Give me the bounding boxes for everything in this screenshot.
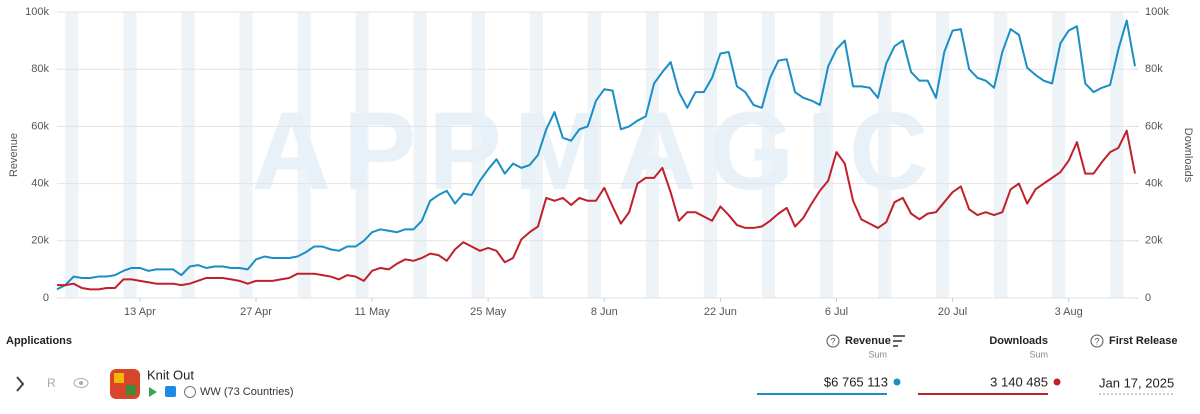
- y2-tick-label: 0: [1145, 292, 1151, 304]
- y2-tick-label: 60k: [1145, 120, 1163, 132]
- x-tick-label: 8 Jun: [591, 306, 618, 318]
- header-revenue-agg: Sum: [868, 349, 887, 359]
- weekend-stripe: [123, 12, 137, 298]
- x-tick-label: 3 Aug: [1055, 306, 1083, 318]
- weekend-stripe: [994, 12, 1008, 298]
- region: WW (73 Countries): [200, 386, 294, 398]
- globe-icon: [184, 386, 196, 398]
- downloads-dot: [1053, 378, 1061, 386]
- header-first-release[interactable]: First Release: [1109, 335, 1177, 347]
- header-applications: Applications: [6, 335, 72, 347]
- help-icon[interactable]: [1090, 334, 1104, 348]
- y2-tick-label: 80k: [1145, 63, 1163, 75]
- weekend-stripe: [761, 12, 776, 298]
- weekend-stripe: [1110, 12, 1124, 298]
- revenue-bar: [757, 393, 887, 395]
- revenue-dot: [893, 378, 901, 386]
- x-tick-label: 6 Jul: [825, 306, 848, 318]
- weekend-stripe: [703, 12, 718, 298]
- x-tick-label: 25 May: [470, 306, 507, 318]
- series-line: [57, 129, 1136, 291]
- x-tick-label: 27 Apr: [240, 306, 272, 318]
- header-downloads-agg: Sum: [1029, 349, 1048, 359]
- weekend-stripe: [471, 12, 485, 298]
- sort-icon[interactable]: [893, 335, 905, 347]
- watermark: APPMAGIC: [252, 90, 941, 213]
- header-revenue[interactable]: Revenue: [845, 335, 891, 347]
- weekend-stripe: [239, 12, 253, 298]
- y2-tick-label: 100k: [1145, 6, 1169, 18]
- badge: R: [47, 376, 56, 390]
- app-store-icon: [165, 386, 176, 397]
- series-line: [56, 19, 1136, 291]
- y-tick-label: 0: [43, 292, 49, 304]
- expand-chevron[interactable]: [16, 376, 25, 392]
- downloads-value: 3 140 485: [990, 374, 1048, 389]
- y-tick-label: 80k: [31, 63, 49, 75]
- y-axis-title: Revenue: [8, 133, 20, 177]
- x-tick-label: 11 May: [354, 306, 390, 318]
- y-tick-label: 40k: [31, 178, 49, 190]
- revenue-value: $6 765 113: [824, 374, 888, 389]
- weekend-stripe: [645, 12, 660, 298]
- y-tick-label: 100k: [25, 6, 49, 18]
- y-tick-label: 20k: [31, 235, 49, 247]
- eye-pupil: [79, 381, 83, 385]
- x-tick-label: 13 Apr: [124, 306, 156, 318]
- weekend-stripe: [1052, 12, 1066, 298]
- x-tick-label: 20 Jul: [938, 306, 967, 318]
- help-mark: ?: [830, 336, 835, 346]
- app-icon-part: [114, 373, 124, 383]
- weekend-stripe: [587, 12, 601, 298]
- help-icon[interactable]: [826, 334, 840, 348]
- app-name[interactable]: Knit Out: [147, 367, 194, 382]
- y2-tick-label: 40k: [1145, 178, 1163, 190]
- weekend-stripe: [297, 12, 311, 298]
- header-downloads[interactable]: Downloads: [989, 335, 1048, 347]
- weekend-stripe: [65, 12, 79, 298]
- app-icon-part: [126, 385, 136, 395]
- downloads-bar: [918, 393, 1048, 395]
- weekend-stripe: [819, 12, 834, 298]
- y2-tick-label: 20k: [1145, 235, 1163, 247]
- weekend-stripe: [181, 12, 195, 298]
- weekend-stripe: [355, 12, 369, 298]
- first-release: Jan 17, 2025: [1099, 375, 1174, 390]
- eye-icon[interactable]: [73, 378, 89, 388]
- x-tick-label: 22 Jun: [704, 306, 737, 318]
- y-tick-label: 60k: [31, 120, 49, 132]
- y2-axis-title: Downloads: [1182, 128, 1194, 183]
- help-mark: ?: [1094, 336, 1099, 346]
- weekend-stripe: [529, 12, 543, 298]
- google-play-icon: [149, 387, 157, 397]
